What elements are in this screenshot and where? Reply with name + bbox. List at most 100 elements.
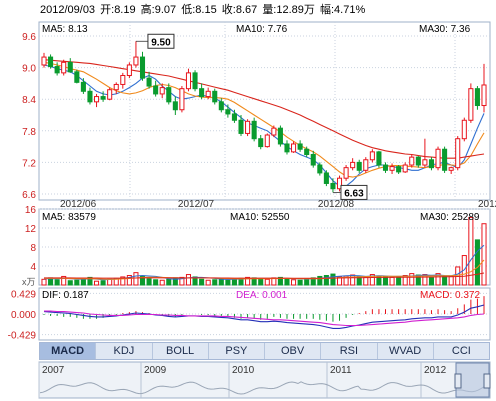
- candle-body: [87, 90, 93, 103]
- low-marker-label: 6.63: [344, 188, 364, 199]
- candle: [422, 138, 428, 168]
- candle: [139, 51, 146, 81]
- candle: [126, 62, 132, 79]
- candle-body: [231, 113, 237, 121]
- overview-year-label: 2009: [144, 365, 167, 376]
- price-markers: 9.50 6.63: [135, 33, 368, 200]
- candle-body: [442, 148, 448, 171]
- tab-cci[interactable]: CCI: [451, 345, 471, 357]
- candle-body: [218, 101, 224, 111]
- header-low-label: 低:: [181, 3, 195, 16]
- volume-bar: [304, 278, 310, 286]
- candle: [146, 71, 152, 89]
- tab-rsi[interactable]: RSI: [321, 343, 378, 359]
- candle-body: [172, 101, 178, 111]
- candle: [310, 150, 316, 168]
- candle: [409, 154, 415, 168]
- candle: [100, 91, 106, 102]
- candle-body: [474, 88, 480, 107]
- candle: [376, 150, 382, 168]
- candle: [258, 135, 264, 150]
- volume-bar: [225, 279, 231, 286]
- candle: [402, 162, 408, 173]
- volume-bar: [166, 278, 172, 286]
- candle-body: [179, 88, 185, 111]
- overview-strip[interactable]: 2007 2009 2010 2011 2012: [38, 362, 491, 398]
- candle: [80, 78, 86, 94]
- volume-bar: [185, 274, 192, 286]
- candle-body: [94, 96, 100, 103]
- candle-body: [415, 156, 421, 166]
- candle-body: [323, 172, 329, 184]
- candle-body: [330, 182, 336, 190]
- candle: [442, 146, 448, 173]
- candle-body: [199, 88, 205, 98]
- tab-kdj[interactable]: KDJ: [96, 343, 153, 359]
- candle-body: [264, 134, 270, 148]
- candle: [251, 117, 257, 142]
- header-open-label: 开:: [100, 4, 114, 16]
- price-tick-label: 7.2: [22, 158, 36, 169]
- volume-tick-label: 16: [25, 205, 37, 216]
- volume-bar: [100, 280, 106, 286]
- price-y-axis: 9.6 9.0 8.4 7.8 7.2 6.6: [22, 32, 36, 201]
- volume-ma10-line: [44, 259, 485, 280]
- candle: [343, 165, 349, 181]
- tab-macd[interactable]: MACD: [40, 343, 97, 359]
- volume-bar: [212, 279, 218, 286]
- volume-bar: [199, 278, 205, 286]
- candle-body: [389, 166, 395, 171]
- volume-bar: [474, 239, 480, 286]
- price-x-label: 2012/08: [318, 199, 355, 210]
- candle: [192, 70, 198, 92]
- candle-body: [238, 119, 244, 134]
- price-ma5-line: [43, 64, 485, 187]
- candle-body: [297, 143, 303, 150]
- candle-body: [317, 164, 323, 174]
- volume-bar: [297, 279, 303, 286]
- overview-right-handle[interactable]: [483, 373, 491, 389]
- tab-wvad[interactable]: WVAD: [378, 343, 434, 359]
- tab-boll[interactable]: BOLL: [153, 343, 209, 359]
- candle-body: [376, 151, 382, 166]
- candle: [166, 83, 172, 105]
- candle-body: [126, 64, 132, 76]
- header-open: 8.19: [114, 4, 135, 16]
- candle-body: [402, 164, 408, 173]
- candle: [271, 125, 277, 138]
- candle-body: [428, 159, 434, 169]
- candle-body: [80, 81, 86, 92]
- price-tick-label: 9.6: [22, 32, 36, 43]
- price-ma-lines: [43, 59, 485, 187]
- candle: [428, 157, 434, 171]
- volume-bar: [67, 280, 73, 286]
- tab-obv[interactable]: OBV: [265, 343, 322, 359]
- candle: [455, 136, 461, 171]
- price-tick-label: 7.8: [22, 127, 36, 138]
- candle-body: [258, 138, 264, 148]
- candle-body: [41, 56, 47, 66]
- volume-bar: [428, 277, 434, 286]
- candle: [474, 86, 480, 110]
- volume-bar: [61, 275, 67, 286]
- volume-tick-label: 12: [25, 224, 37, 235]
- overview-left-handle[interactable]: [454, 373, 462, 389]
- volume-bar: [159, 279, 165, 286]
- candle: [107, 87, 113, 101]
- volume-bar: [41, 278, 47, 286]
- candle: [87, 87, 93, 105]
- volume-bar: [330, 273, 336, 286]
- candle: [153, 80, 159, 97]
- candle-body: [455, 138, 461, 169]
- candle-body: [192, 72, 198, 90]
- header-change: 4.71%: [334, 4, 365, 16]
- high-marker-label: 9.50: [151, 37, 171, 48]
- candle: [231, 109, 237, 123]
- overview-frame: [38, 361, 491, 399]
- tab-psy[interactable]: PSY: [209, 343, 265, 359]
- candle-body: [363, 159, 369, 171]
- macd-grid: [39, 292, 490, 336]
- candle-body: [212, 90, 218, 103]
